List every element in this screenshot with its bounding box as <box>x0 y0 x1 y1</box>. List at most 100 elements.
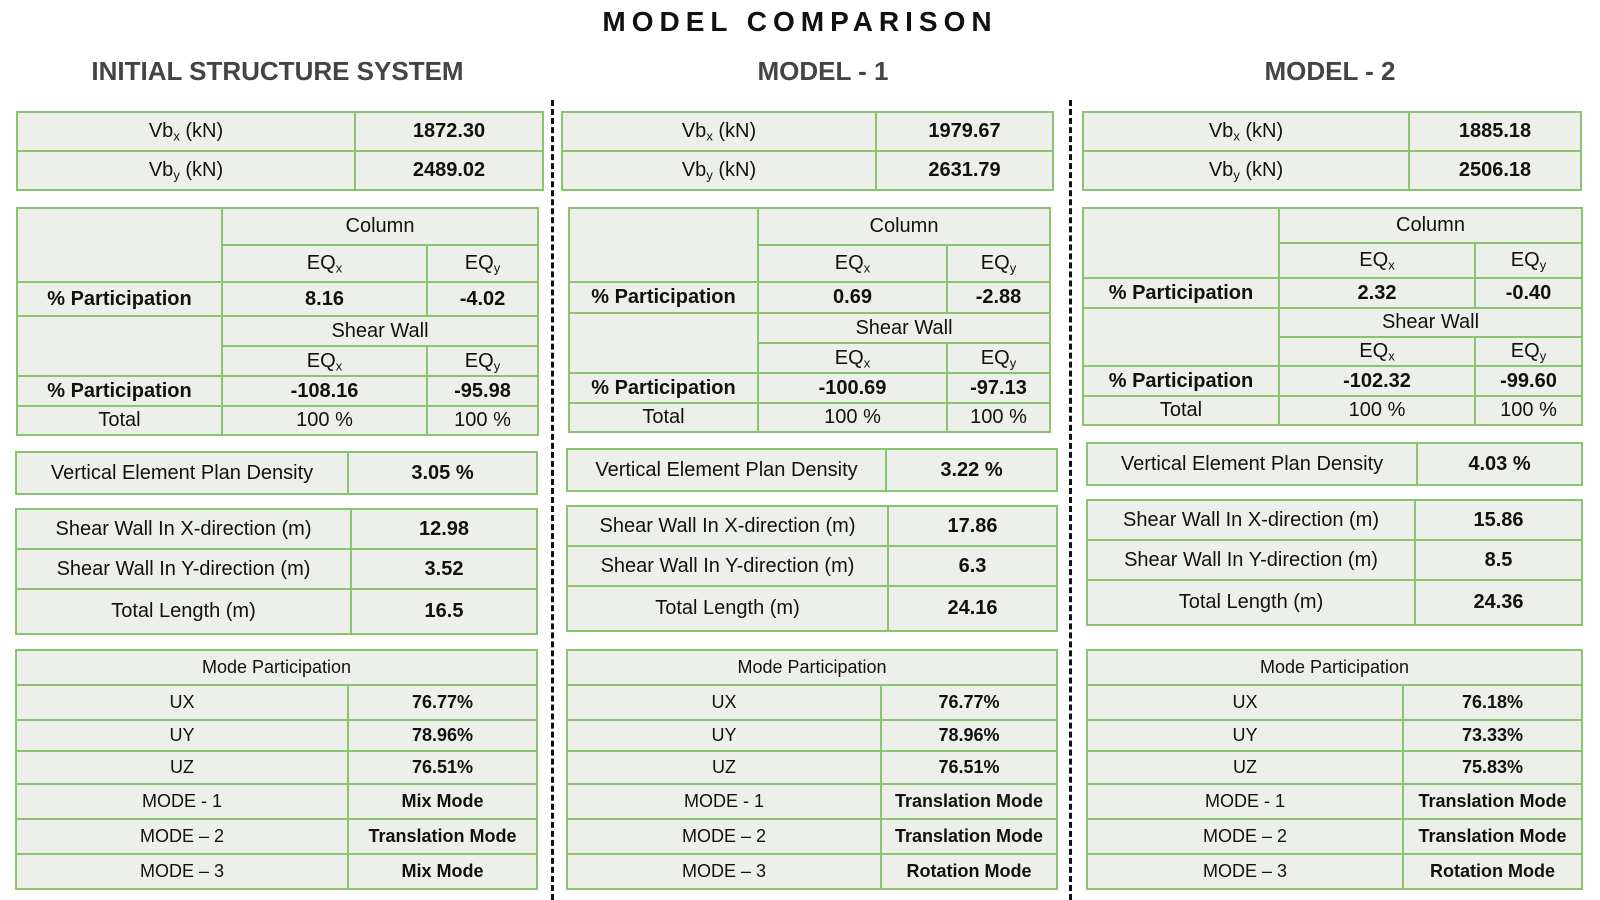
symbol-text: EQ <box>1510 249 1540 271</box>
plan-density-table: Vertical Element Plan Density 4.03 % <box>1086 442 1583 486</box>
plan-density-table: Vertical Element Plan Density 3.22 % <box>566 448 1058 492</box>
symbol-text: Vb <box>681 159 707 181</box>
mode-label: MODE – 2 <box>1086 818 1404 855</box>
total-eq-x-value: 100 % <box>221 405 428 436</box>
column-heading: MODEL - 1 <box>757 56 889 86</box>
table-row: UY 73.33% <box>1086 719 1583 752</box>
shear-wall-eq-x-value: -108.16 <box>221 375 428 407</box>
base-shear-value: 2489.02 <box>354 150 544 191</box>
shear-wall-group-header: Shear Wall <box>220 315 540 347</box>
plan-density-value: 3.05 % <box>347 451 538 495</box>
mode-value: Rotation Mode <box>880 853 1058 890</box>
table-row: Shear Wall In X-direction (m) 15.86 <box>1086 499 1583 541</box>
shear-wall-eq-y-value: -97.13 <box>945 372 1052 404</box>
mode-participation-header: Mode Participation <box>15 649 538 686</box>
mode-value: Translation Mode <box>1402 818 1583 855</box>
participation-row-label: % Participation <box>568 281 759 314</box>
mode-label: UY <box>15 719 349 752</box>
mode-participation-header: Mode Participation <box>1086 649 1583 686</box>
table-row: Column <box>568 207 1052 283</box>
table-row: EQx EQy <box>569 244 1052 283</box>
table-row: Vby (kN) 2506.18 <box>1082 150 1582 191</box>
table-row: EQx EQy <box>1083 242 1584 279</box>
eq-y-header: EQy <box>945 342 1052 374</box>
base-shear-value: 2506.18 <box>1408 150 1582 191</box>
column-group-header: Column <box>1277 207 1584 244</box>
total-label: Total <box>568 402 759 433</box>
shear-wall-length-table: Shear Wall In X-direction (m) 17.86 Shear … <box>566 505 1058 632</box>
wall-length-value: 15.86 <box>1414 499 1583 541</box>
total-eq-y-value: 100 % <box>1473 395 1584 426</box>
mode-label: MODE – 3 <box>15 853 349 890</box>
symbol-text: EQ <box>306 349 336 372</box>
shear-wall-eq-y-value: -95.98 <box>425 375 540 407</box>
symbol-text: Vb <box>681 120 707 142</box>
symbol-text: Vb <box>148 120 174 142</box>
wall-length-value: 16.5 <box>350 588 538 635</box>
wall-length-value: 17.86 <box>887 505 1058 547</box>
table-row: UY 78.96% <box>566 719 1058 752</box>
table-row: MODE - 1 Mix Mode <box>15 783 538 820</box>
table-row: MODE – 2 Translation Mode <box>15 818 538 855</box>
table-row: Vertical Element Plan Density 3.05 % <box>15 451 538 495</box>
subscript-text: y <box>706 167 713 183</box>
table-row: Vbx (kN) 1872.30 <box>16 111 544 152</box>
column-group-header: Column <box>756 207 1052 246</box>
symbol-text: EQ <box>834 346 864 369</box>
table-row: UZ 76.51% <box>15 750 538 785</box>
symbol-text: EQ <box>980 252 1010 274</box>
shear-wall-eq-x-value: -102.32 <box>1278 365 1476 397</box>
wall-length-label: Shear Wall In X-direction (m) <box>15 508 352 550</box>
subscript-text: y <box>493 357 501 373</box>
shear-wall-eq-y-value: -99.60 <box>1473 365 1584 397</box>
participation-table: Column EQx EQy% Participation 0.69 -2.88 Shea… <box>568 207 1052 433</box>
table-row: % Participation -102.32 -99.60 <box>1082 365 1584 397</box>
table-row: Mode Participation <box>1086 649 1583 686</box>
plan-density-table: Vertical Element Plan Density 3.05 % <box>15 451 538 495</box>
mode-value: 78.96% <box>347 719 538 752</box>
total-label: Total <box>16 405 223 436</box>
subscript-text: x <box>335 260 343 276</box>
table-row: Mode Participation <box>15 649 538 686</box>
unit-text: (kN) <box>1239 120 1284 142</box>
subscript-text: y <box>1009 354 1017 370</box>
participation-row-label: % Participation <box>1082 365 1280 397</box>
mode-value: 78.96% <box>880 719 1058 752</box>
wall-length-value: 24.16 <box>887 585 1058 632</box>
unit-text: (kN) <box>712 159 757 181</box>
table-row: Shear Wall <box>1082 307 1584 367</box>
mode-value: Mix Mode <box>347 853 538 890</box>
wall-length-value: 3.52 <box>350 548 538 590</box>
base-shear-value: 1872.30 <box>354 111 544 152</box>
mode-label: MODE – 3 <box>1086 853 1404 890</box>
table-row: Column <box>1082 207 1584 279</box>
mode-participation-header: Mode Participation <box>566 649 1058 686</box>
column-group-header: Column <box>220 207 540 246</box>
total-eq-y-value: 100 % <box>425 405 540 436</box>
base-shear-value: 1979.67 <box>875 111 1054 152</box>
column-eq-y-value: -4.02 <box>425 281 540 317</box>
column-eq-x-value: 8.16 <box>221 281 428 317</box>
unit-text: (kN) <box>712 120 757 142</box>
base-shear-label: Vbx (kN) <box>1082 111 1410 152</box>
subscript-text: x <box>706 128 713 144</box>
eq-y-header: EQy <box>945 244 1052 283</box>
eq-x-header: EQx <box>221 345 428 377</box>
base-shear-label: Vbx (kN) <box>561 111 877 152</box>
mode-value: Translation Mode <box>880 818 1058 855</box>
empty-cell <box>568 312 759 374</box>
mode-label: MODE – 2 <box>566 818 882 855</box>
mode-label: MODE - 1 <box>1086 783 1404 820</box>
table-row: UZ 75.83% <box>1086 750 1583 785</box>
wall-length-label: Total Length (m) <box>15 588 352 635</box>
table-row: UX 76.77% <box>15 684 538 721</box>
mode-value: 75.83% <box>1402 750 1583 785</box>
subscript-text: y <box>1539 348 1547 364</box>
participation-row-label: % Participation <box>1082 277 1280 309</box>
wall-length-label: Shear Wall In X-direction (m) <box>566 505 889 547</box>
base-shear-label: Vbx (kN) <box>16 111 356 152</box>
subscript-text: x <box>173 128 180 144</box>
eq-y-header: EQy <box>1473 242 1584 279</box>
eq-x-header: EQx <box>757 244 948 283</box>
base-shear-label: Vby (kN) <box>16 150 356 191</box>
